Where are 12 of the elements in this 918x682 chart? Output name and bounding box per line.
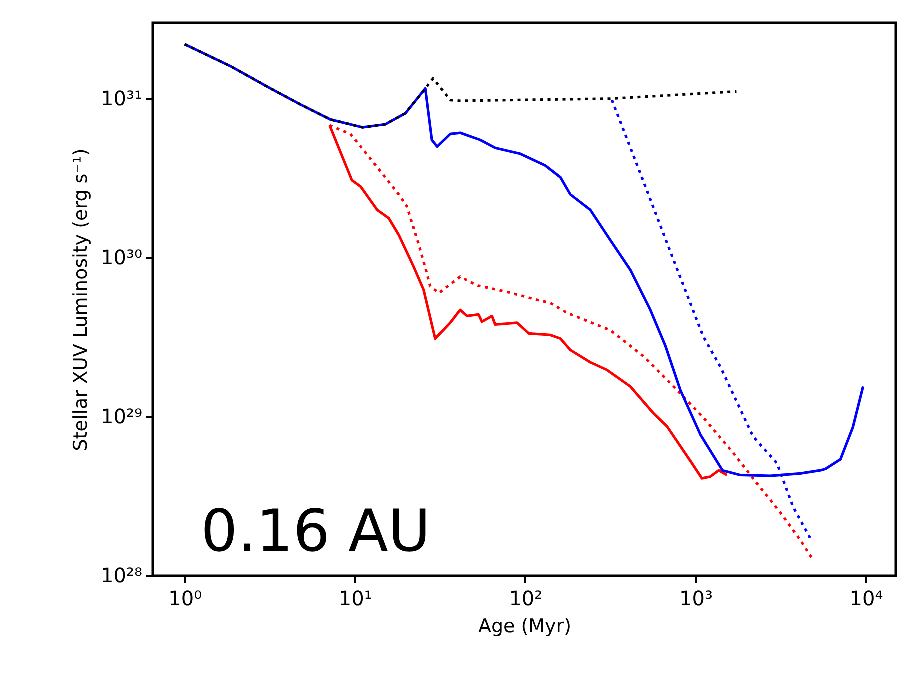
x-axis-title: Age (Myr) (478, 616, 572, 638)
x-tick-label: 10¹ (338, 586, 372, 610)
y-tick-label: 10³¹ (101, 86, 142, 110)
y-tick-label: 10³⁰ (101, 245, 142, 270)
y-tick-label: 10²⁸ (101, 564, 142, 588)
annotation: 0.16 AU (201, 497, 431, 565)
x-tick-label: 10³ (679, 586, 713, 610)
y-tick-label: 10²⁹ (101, 404, 142, 428)
x-tick-label: 10² (509, 586, 543, 610)
x-tick-label: 10⁴ (850, 586, 884, 610)
x-tick-label: 10⁰ (168, 586, 202, 610)
y-axis-title: Stellar XUV Luminosity (erg s⁻¹) (70, 148, 92, 452)
